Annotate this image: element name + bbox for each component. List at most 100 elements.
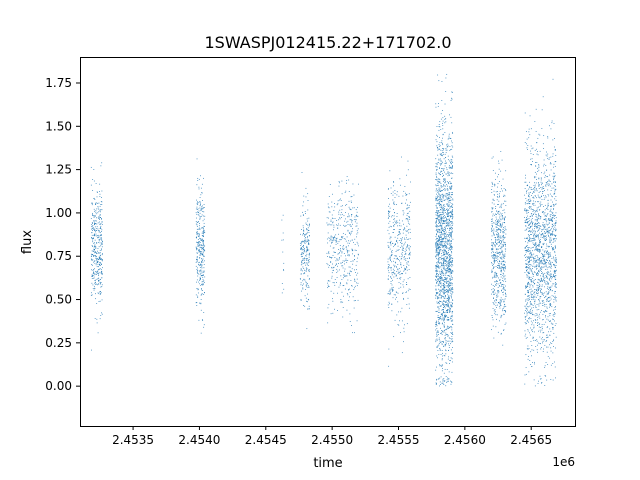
data-point: [449, 310, 451, 312]
data-point: [449, 245, 451, 246]
data-point: [536, 235, 537, 237]
data-point: [550, 276, 551, 278]
data-point: [451, 248, 453, 250]
data-point: [544, 258, 546, 260]
data-point: [449, 279, 451, 281]
data-point: [446, 264, 448, 266]
data-point: [445, 149, 447, 151]
data-point: [330, 236, 332, 238]
data-point: [445, 343, 447, 345]
data-point: [351, 285, 353, 286]
data-point: [443, 303, 445, 305]
data-point: [496, 276, 498, 278]
data-point: [388, 270, 389, 272]
data-point: [535, 214, 537, 216]
data-point: [449, 137, 451, 139]
data-point: [553, 238, 555, 240]
data-point: [525, 225, 527, 227]
data-point: [407, 169, 409, 171]
data-point: [495, 280, 497, 282]
data-point: [442, 311, 444, 313]
data-point: [403, 264, 405, 266]
data-point: [500, 226, 502, 228]
data-point: [447, 309, 448, 311]
data-point: [441, 268, 442, 270]
data-point: [495, 216, 497, 218]
data-point: [445, 271, 447, 273]
data-point: [499, 261, 500, 263]
data-point: [448, 209, 450, 211]
data-point: [448, 264, 449, 266]
data-point: [450, 305, 452, 306]
data-point: [389, 236, 391, 238]
data-point: [300, 241, 302, 243]
data-point: [304, 243, 306, 244]
data-point: [444, 322, 445, 324]
data-point: [436, 338, 438, 340]
data-point: [493, 297, 494, 299]
data-point: [339, 217, 341, 219]
data-point: [492, 325, 494, 327]
data-point: [95, 251, 96, 253]
data-point: [435, 198, 437, 199]
data-point: [301, 260, 303, 262]
data-point: [440, 341, 442, 343]
data-point: [529, 186, 531, 188]
data-point: [403, 228, 405, 230]
data-point: [553, 176, 555, 178]
data-point: [494, 275, 495, 277]
data-point: [444, 286, 446, 288]
data-point: [408, 247, 410, 249]
data-point: [195, 247, 197, 249]
data-point: [306, 328, 308, 330]
data-point: [442, 117, 444, 119]
data-point: [99, 256, 101, 258]
data-point: [524, 188, 526, 190]
data-point: [100, 258, 102, 259]
data-point: [91, 237, 93, 239]
data-point: [448, 356, 449, 358]
data-point: [304, 234, 305, 236]
data-point: [448, 288, 450, 289]
data-point: [198, 264, 199, 266]
data-point: [344, 276, 346, 277]
data-point: [491, 228, 493, 230]
data-point: [537, 281, 538, 283]
data-point: [335, 263, 337, 265]
data-point: [443, 251, 445, 253]
data-point: [356, 269, 358, 271]
data-point: [305, 213, 306, 214]
data-point: [531, 195, 533, 196]
data-point: [540, 241, 541, 243]
data-point: [331, 224, 333, 226]
data-point: [502, 267, 504, 269]
data-point: [202, 232, 204, 234]
data-point: [198, 221, 199, 222]
data-point: [451, 214, 453, 216]
data-point: [449, 309, 451, 311]
data-point: [491, 271, 493, 273]
data-point: [304, 259, 306, 261]
data-point: [337, 270, 339, 272]
data-point: [450, 188, 452, 190]
data-point: [199, 257, 201, 258]
data-point: [435, 246, 437, 248]
data-point: [440, 209, 442, 211]
data-point: [446, 325, 448, 327]
data-point: [451, 381, 453, 383]
data-point: [452, 334, 454, 335]
data-point: [442, 239, 444, 241]
data-point: [502, 263, 504, 265]
data-point: [538, 287, 539, 288]
data-point: [530, 313, 531, 314]
data-point: [94, 230, 96, 232]
data-point: [532, 280, 534, 282]
data-point: [525, 238, 527, 239]
data-point: [437, 278, 439, 279]
data-point: [91, 221, 93, 223]
data-point: [198, 250, 200, 252]
data-point: [439, 262, 441, 264]
data-point: [394, 261, 396, 263]
data-point: [443, 345, 445, 347]
data-point: [391, 249, 393, 251]
